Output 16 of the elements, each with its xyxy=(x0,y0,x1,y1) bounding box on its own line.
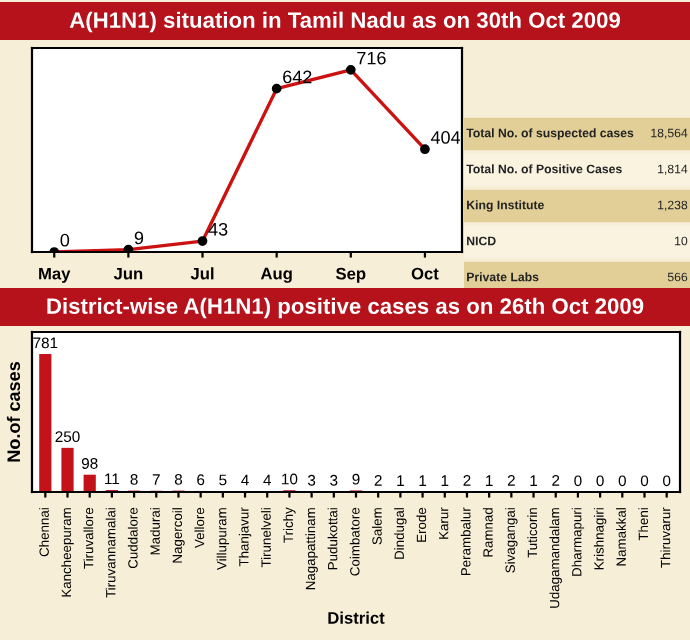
data-label: 404 xyxy=(430,131,461,144)
data-label: 0 xyxy=(60,233,70,247)
x-tick-label: Oct xyxy=(411,267,439,280)
data-label: 716 xyxy=(357,51,386,65)
data-label: 642 xyxy=(283,70,312,84)
chart-title: District-wise A(H1N1) positive cases as on 26th Oct 2009 xyxy=(47,297,644,319)
data-label: 9 xyxy=(134,231,144,245)
data-label: 43 xyxy=(208,222,228,236)
chart-title: A(H1N1) situation in Tamil Nadu as on 30th Oct 2009 xyxy=(69,11,620,33)
x-tick-label: Aug xyxy=(260,267,292,283)
x-tick-label: Jun xyxy=(113,267,143,280)
y-axis-title: No.of cases xyxy=(6,362,21,462)
x-axis-title: District xyxy=(328,611,385,624)
x-tick-label: May xyxy=(39,267,71,283)
x-tick-label: Sep xyxy=(335,267,366,283)
x-tick-label: Jul xyxy=(190,267,214,280)
